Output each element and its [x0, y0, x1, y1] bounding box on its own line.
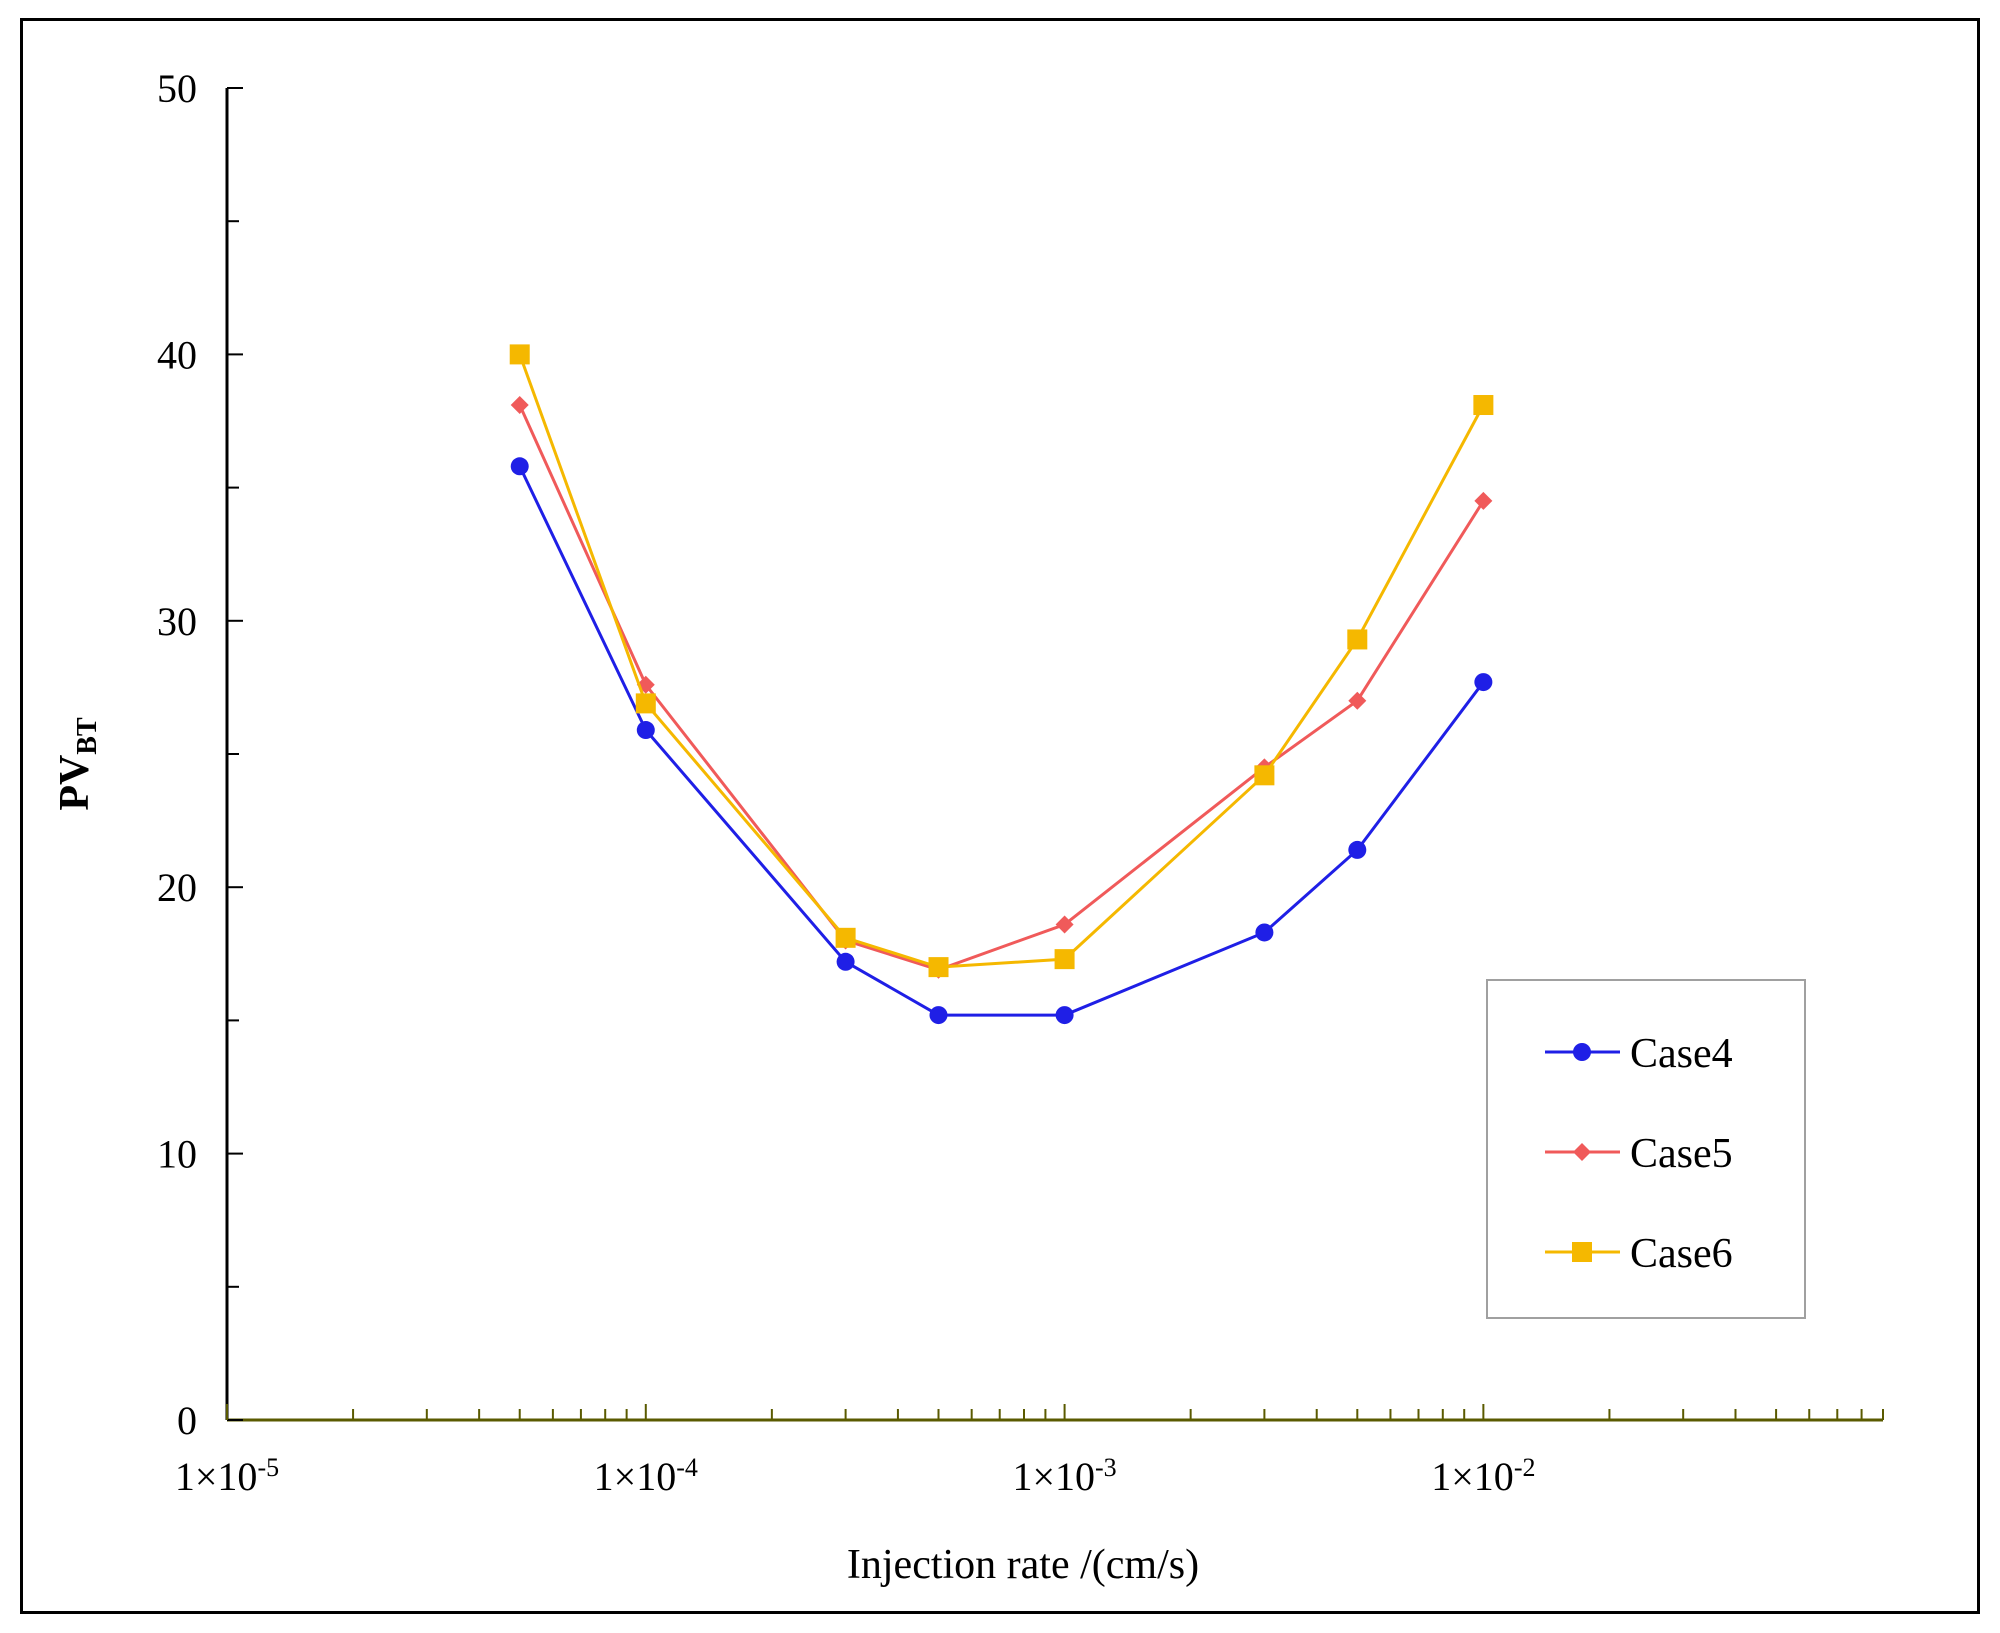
x-tick-label: 1×10-5	[175, 1453, 279, 1499]
y-tick-label: 40	[157, 332, 197, 377]
legend-box	[1486, 979, 1806, 1319]
legend-item-case4: Case4	[1545, 1031, 1733, 1077]
legend-marker	[1572, 1242, 1592, 1262]
y-tick-label: 10	[157, 1132, 197, 1177]
x-tick-label-exponent: -5	[257, 1453, 279, 1482]
data-point-case4	[929, 1006, 948, 1025]
data-point-case6	[1347, 629, 1368, 650]
data-point-case5	[1055, 915, 1074, 934]
series-layer	[509, 344, 1494, 1025]
legend-label: Case6	[1630, 1231, 1733, 1277]
series-case5	[510, 396, 1493, 979]
legend-label: Case4	[1630, 1031, 1733, 1077]
legend-item-case5: Case5	[1545, 1131, 1733, 1177]
data-point-case4	[1055, 1006, 1074, 1025]
x-tick-label: 1×10-2	[1431, 1453, 1535, 1499]
x-tick-label-exponent: -4	[676, 1453, 698, 1482]
data-point-case6	[1054, 949, 1075, 970]
series-line-case6	[518, 353, 1485, 969]
y-tick-label: 50	[157, 66, 197, 111]
x-tick-label-base: 1×10	[1431, 1454, 1514, 1499]
series-line-case4	[518, 465, 1485, 1017]
y-tick-label: 30	[157, 599, 197, 644]
data-point-case4	[1474, 673, 1493, 692]
data-point-case5	[1474, 491, 1493, 510]
data-point-case4	[510, 457, 529, 476]
series-line-case5	[518, 404, 1485, 972]
x-tick-label-base: 1×10	[594, 1454, 677, 1499]
data-point-case4	[1255, 923, 1274, 942]
y-axis-title-main: PV	[52, 755, 98, 811]
legend-marker	[1573, 1043, 1591, 1061]
data-point-case6	[509, 344, 530, 365]
chart-frame	[20, 18, 1980, 1614]
data-point-case6	[928, 957, 949, 978]
x-tick-label-base: 1×10	[175, 1454, 258, 1499]
legend-item-case6: Case6	[1545, 1231, 1733, 1277]
x-tick-label-exponent: -2	[1514, 1453, 1536, 1482]
x-ticks: 1×10-5 1×10-4 1×10-3 1×10-2	[175, 1404, 1884, 1499]
data-point-case6	[835, 927, 856, 948]
x-tick-label: 1×10-4	[594, 1453, 698, 1499]
legend-label: Case5	[1630, 1131, 1733, 1177]
data-point-case5	[510, 396, 529, 415]
x-tick-label-base: 1×10	[1012, 1454, 1095, 1499]
data-point-case5	[1348, 691, 1367, 710]
x-tick-label: 1×10-3	[1012, 1453, 1116, 1499]
series-case4	[510, 457, 1493, 1025]
x-tick-label-exponent: -3	[1095, 1453, 1117, 1482]
y-axis-title: PVBT	[52, 717, 103, 811]
series-case6	[509, 344, 1494, 978]
data-point-case4	[836, 952, 855, 971]
y-tick-label: 20	[157, 865, 197, 910]
data-point-case6	[635, 693, 656, 714]
data-point-case6	[1473, 395, 1494, 416]
x-axis-title: Injection rate /(cm/s)	[847, 1542, 1199, 1588]
y-tick-label: 0	[177, 1398, 197, 1443]
legend: Case4 Case5 Case6	[1486, 979, 1806, 1319]
y-axis-title-sub: BT	[72, 717, 103, 755]
data-point-case4	[636, 721, 655, 740]
legend-marker	[1573, 1143, 1591, 1161]
data-point-case4	[1348, 840, 1367, 859]
y-ticks: 0 10 20 30 40 50	[157, 66, 243, 1443]
data-point-case6	[1254, 765, 1275, 786]
